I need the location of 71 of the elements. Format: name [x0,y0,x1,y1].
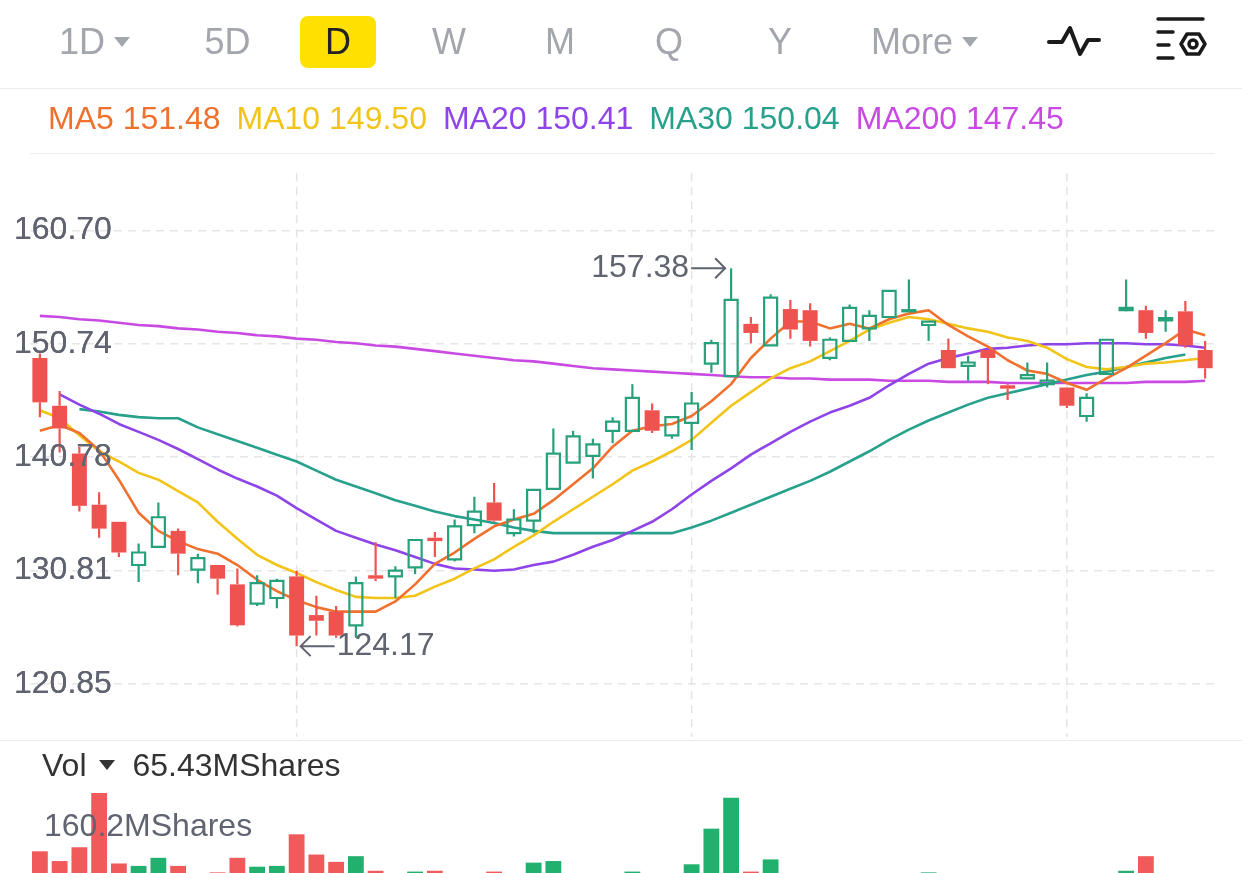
y-tick-label: 150.74 [14,323,112,360]
text: D [325,20,351,64]
text: MA30 150.04 [649,100,840,138]
text: MA200 147.45 [855,100,1064,138]
candlestick [91,491,107,539]
bar [723,797,740,873]
bar [328,861,345,873]
bar [683,864,700,873]
text: M [545,20,575,64]
bar [703,828,720,873]
text: 5D [204,20,251,64]
y-tick-label: 130.81 [14,550,112,587]
text: 1D [58,20,106,64]
annotation: 124.17 [336,625,435,662]
bar [229,857,246,873]
text: More [870,20,954,64]
candlestick [960,354,976,382]
chart-subtitle: 65.43MShares [132,746,341,784]
bar [367,870,384,873]
bar [1137,856,1154,873]
bar [51,861,68,873]
candlestick [308,594,324,637]
chart-title: Vol [42,746,87,784]
candlestick [1177,299,1193,349]
candlestick [368,541,384,583]
candlestick [802,302,818,348]
bar [1118,870,1135,873]
bar [31,851,48,873]
candlestick [545,427,561,490]
bar [110,863,127,873]
y-tick-label: 120.85 [14,663,112,700]
bar [150,857,167,873]
bar [170,865,187,873]
candlestick [901,278,917,313]
bar [71,847,88,873]
candlestick [170,527,186,577]
candlestick [1039,361,1055,389]
candlestick [585,437,601,480]
candlestick [387,565,403,600]
bar [268,865,285,873]
candlestick [1158,309,1174,333]
text: MA5 151.48 [48,100,221,138]
candlestick [131,542,147,584]
bar [130,865,147,873]
bar [249,866,266,873]
text: Y [767,20,792,64]
text: MA20 150.41 [442,100,634,138]
bar [347,856,364,873]
candlestick [684,391,700,452]
bar [288,834,305,873]
annotation: 157.38 [591,248,690,285]
candlestick [190,552,206,585]
text: MA10 149.50 [236,100,427,138]
candlestick [723,267,739,378]
bar [762,859,779,873]
text: W [432,20,466,64]
candlestick [32,352,48,419]
candlestick [466,495,482,535]
text: Q [654,20,683,64]
candlestick [861,309,877,343]
candlestick [782,298,798,340]
bar [308,854,325,873]
candlestick [980,350,996,386]
candlestick [210,565,226,596]
y-tick-label: 160.70 [14,210,112,247]
bar [545,861,562,873]
candlestick [644,402,660,435]
bar [525,862,542,873]
bar [426,870,443,873]
candlestick [1118,278,1134,312]
candlestick [1197,339,1213,380]
